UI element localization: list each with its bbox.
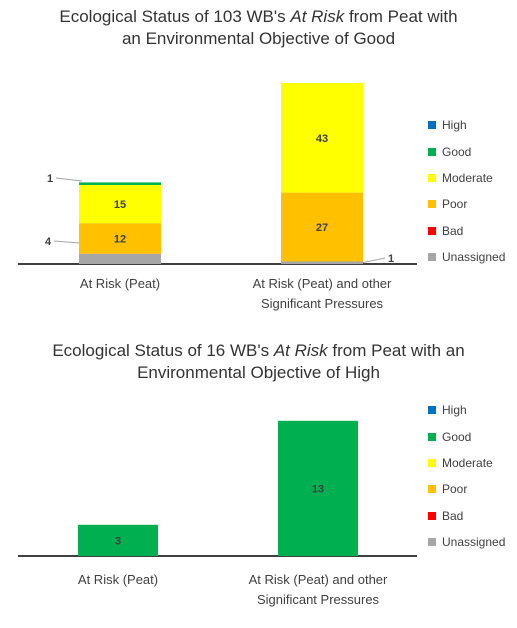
category-label-line: At Risk (Peat) and other [248,572,388,587]
legend-swatch [428,538,436,547]
category-label-line: Significant Pressures [256,592,380,607]
category-label: At Risk (Peat) and other Significant Pres… [208,570,428,610]
legend-label: Unassigned [442,535,506,550]
legend-swatch [428,173,436,182]
legend-item-poor: Poor [428,476,505,502]
legend-swatch [428,406,436,415]
category-label-line: At Risk (Peat) [77,572,159,587]
bar-segment-unassigned [79,253,161,264]
legend-item-good: Good [428,138,505,164]
title-italic: At Risk [290,7,345,26]
leader-line [53,240,81,244]
legend-item-moderate: Moderate [428,165,505,191]
legend-label: Moderate [442,455,493,470]
legend-swatch [428,485,436,494]
bar-segment-good [278,420,358,556]
category-label-line: At Risk (Peat) and other [252,276,392,291]
plot-area: 3 13 [18,420,417,557]
legend-swatch [428,458,436,467]
bar-segment-poor [281,192,363,262]
legend-label: Moderate [442,170,493,185]
category-label-line: At Risk (Peat) [79,276,161,291]
legend-swatch [428,147,436,156]
legend-item-high: High [428,112,505,138]
bar-segment-moderate [281,82,363,193]
title-line-2: Environmental Objective of High [137,363,380,382]
legend-label: Good [442,429,472,444]
bar-segment-good [78,524,158,556]
legend-swatch [428,121,436,130]
legend-item-bad: Bad [428,218,505,244]
category-label: At Risk (Peat) [10,274,230,294]
data-label: 43 [316,133,328,145]
category-label: At Risk (Peat) and other Significant Pres… [212,274,432,314]
data-label: 12 [114,234,126,246]
legend-label: Unassigned [442,250,506,265]
category-label-line: Significant Pressures [260,296,384,311]
legend-item-bad: Bad [428,503,505,529]
title-line-2: an Environmental Objective of Good [121,29,396,48]
data-label: 1 [388,253,394,265]
data-label: 3 [115,535,121,547]
data-label: 27 [316,222,328,234]
bar-segment-moderate [79,184,161,224]
legend-label: Bad [442,223,464,238]
legend-item-unassigned: Unassigned [428,529,505,555]
data-label: 1 [47,173,53,185]
legend-swatch [428,226,436,235]
legend-label: Poor [442,482,468,497]
title-part: Ecological Status of 103 WB's [59,7,291,26]
legend-label: Poor [442,197,468,212]
leader-line [55,177,83,182]
legend-item-poor: Poor [428,191,505,217]
legend-swatch [428,253,436,262]
legend-label: High [442,118,467,133]
bar-segment-unassigned [281,261,363,264]
legend-label: High [442,403,467,418]
category-label: At Risk (Peat) [8,570,228,590]
legend-swatch [428,432,436,441]
legend-item-moderate: Moderate [428,450,505,476]
legend: High Good Moderate Poor Bad Unassigned [428,397,505,555]
legend-item-high: High [428,397,505,423]
chart-good-objective: Ecological Status of 103 WB's At Risk fr… [0,6,517,314]
legend: High Good Moderate Poor Bad Unassigned [428,112,505,270]
data-label: 4 [45,236,52,248]
bar-segment-good [79,182,161,185]
chart-high-objective: Ecological Status of 16 WB's At Risk fro… [0,330,517,628]
title-part: from Peat with [344,7,458,26]
legend-label: Bad [442,508,464,523]
leader-line [360,257,386,264]
legend-swatch [428,511,436,520]
title-italic: At Risk [273,341,328,360]
title-part: Ecological Status of 16 WB's [52,341,274,360]
chart-title: Ecological Status of 103 WB's At Risk fr… [0,6,517,50]
legend-item-unassigned: Unassigned [428,244,505,270]
data-label: 13 [312,483,324,495]
legend-label: Good [442,144,472,159]
legend-item-good: Good [428,423,505,449]
chart-title: Ecological Status of 16 WB's At Risk fro… [0,340,517,384]
data-label: 15 [114,199,126,211]
legend-swatch [428,200,436,209]
title-part: from Peat with an [327,341,465,360]
bar-segment-poor [79,223,161,254]
